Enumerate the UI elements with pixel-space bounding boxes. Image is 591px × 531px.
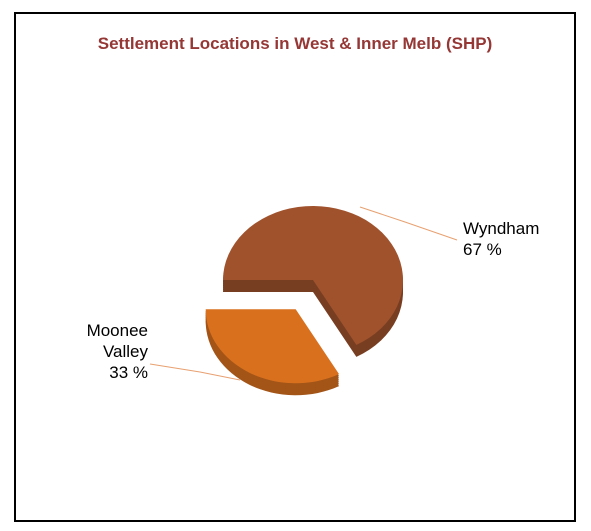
- slice-label: Wyndham 67 %: [463, 218, 539, 260]
- chart-title: Settlement Locations in West & Inner Mel…: [97, 34, 493, 53]
- slice: [223, 206, 403, 345]
- leader-line: [359, 206, 458, 241]
- slice-label: Moonee Valley 33 %: [50, 320, 148, 383]
- leader-line: [149, 363, 241, 381]
- category-label: Wyndham: [463, 219, 540, 238]
- value-label: 67 %: [463, 240, 502, 259]
- chart-frame: [14, 12, 576, 522]
- slice: [205, 309, 340, 384]
- value-label: 33 %: [109, 363, 148, 382]
- category-label: Moonee Valley: [86, 321, 148, 361]
